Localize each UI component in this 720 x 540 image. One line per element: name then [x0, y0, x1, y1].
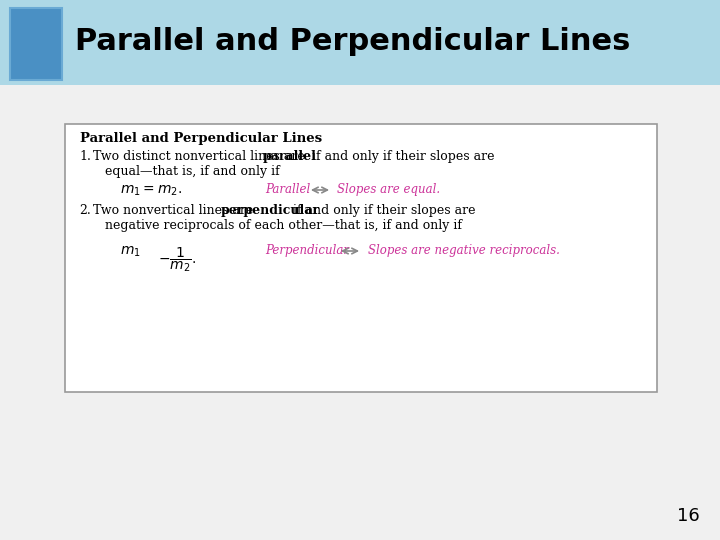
- Text: Perpendicular: Perpendicular: [265, 244, 349, 257]
- Text: Slopes are equal.: Slopes are equal.: [337, 183, 440, 196]
- Text: $m_1 = m_2.$: $m_1 = m_2.$: [120, 184, 182, 198]
- Text: Parallel and Perpendicular Lines: Parallel and Perpendicular Lines: [80, 132, 322, 145]
- Text: negative reciprocals of each other—that is, if and only if: negative reciprocals of each other—that …: [105, 219, 462, 232]
- Text: perpendicular: perpendicular: [221, 204, 320, 217]
- Text: if and only if their slopes are: if and only if their slopes are: [289, 204, 475, 217]
- Text: $m_1$: $m_1$: [120, 245, 141, 259]
- Text: 16: 16: [678, 507, 700, 525]
- Text: equal—that is, if and only if: equal—that is, if and only if: [105, 165, 280, 178]
- Text: $-\dfrac{1}{m_2}.$: $-\dfrac{1}{m_2}.$: [158, 245, 197, 274]
- Text: 2.: 2.: [79, 204, 91, 217]
- FancyBboxPatch shape: [65, 124, 657, 392]
- Text: Parallel: Parallel: [265, 183, 310, 196]
- FancyBboxPatch shape: [10, 8, 62, 80]
- Text: Slopes are negative reciprocals.: Slopes are negative reciprocals.: [368, 244, 560, 257]
- Text: if and only if their slopes are: if and only if their slopes are: [308, 150, 495, 163]
- Text: Two distinct nonvertical lines are: Two distinct nonvertical lines are: [93, 150, 309, 163]
- Text: Two nonvertical lines are: Two nonvertical lines are: [93, 204, 257, 217]
- FancyBboxPatch shape: [0, 0, 720, 85]
- Text: Parallel and Perpendicular Lines: Parallel and Perpendicular Lines: [75, 28, 631, 57]
- Text: parallel: parallel: [263, 150, 317, 163]
- Text: 1.: 1.: [79, 150, 91, 163]
